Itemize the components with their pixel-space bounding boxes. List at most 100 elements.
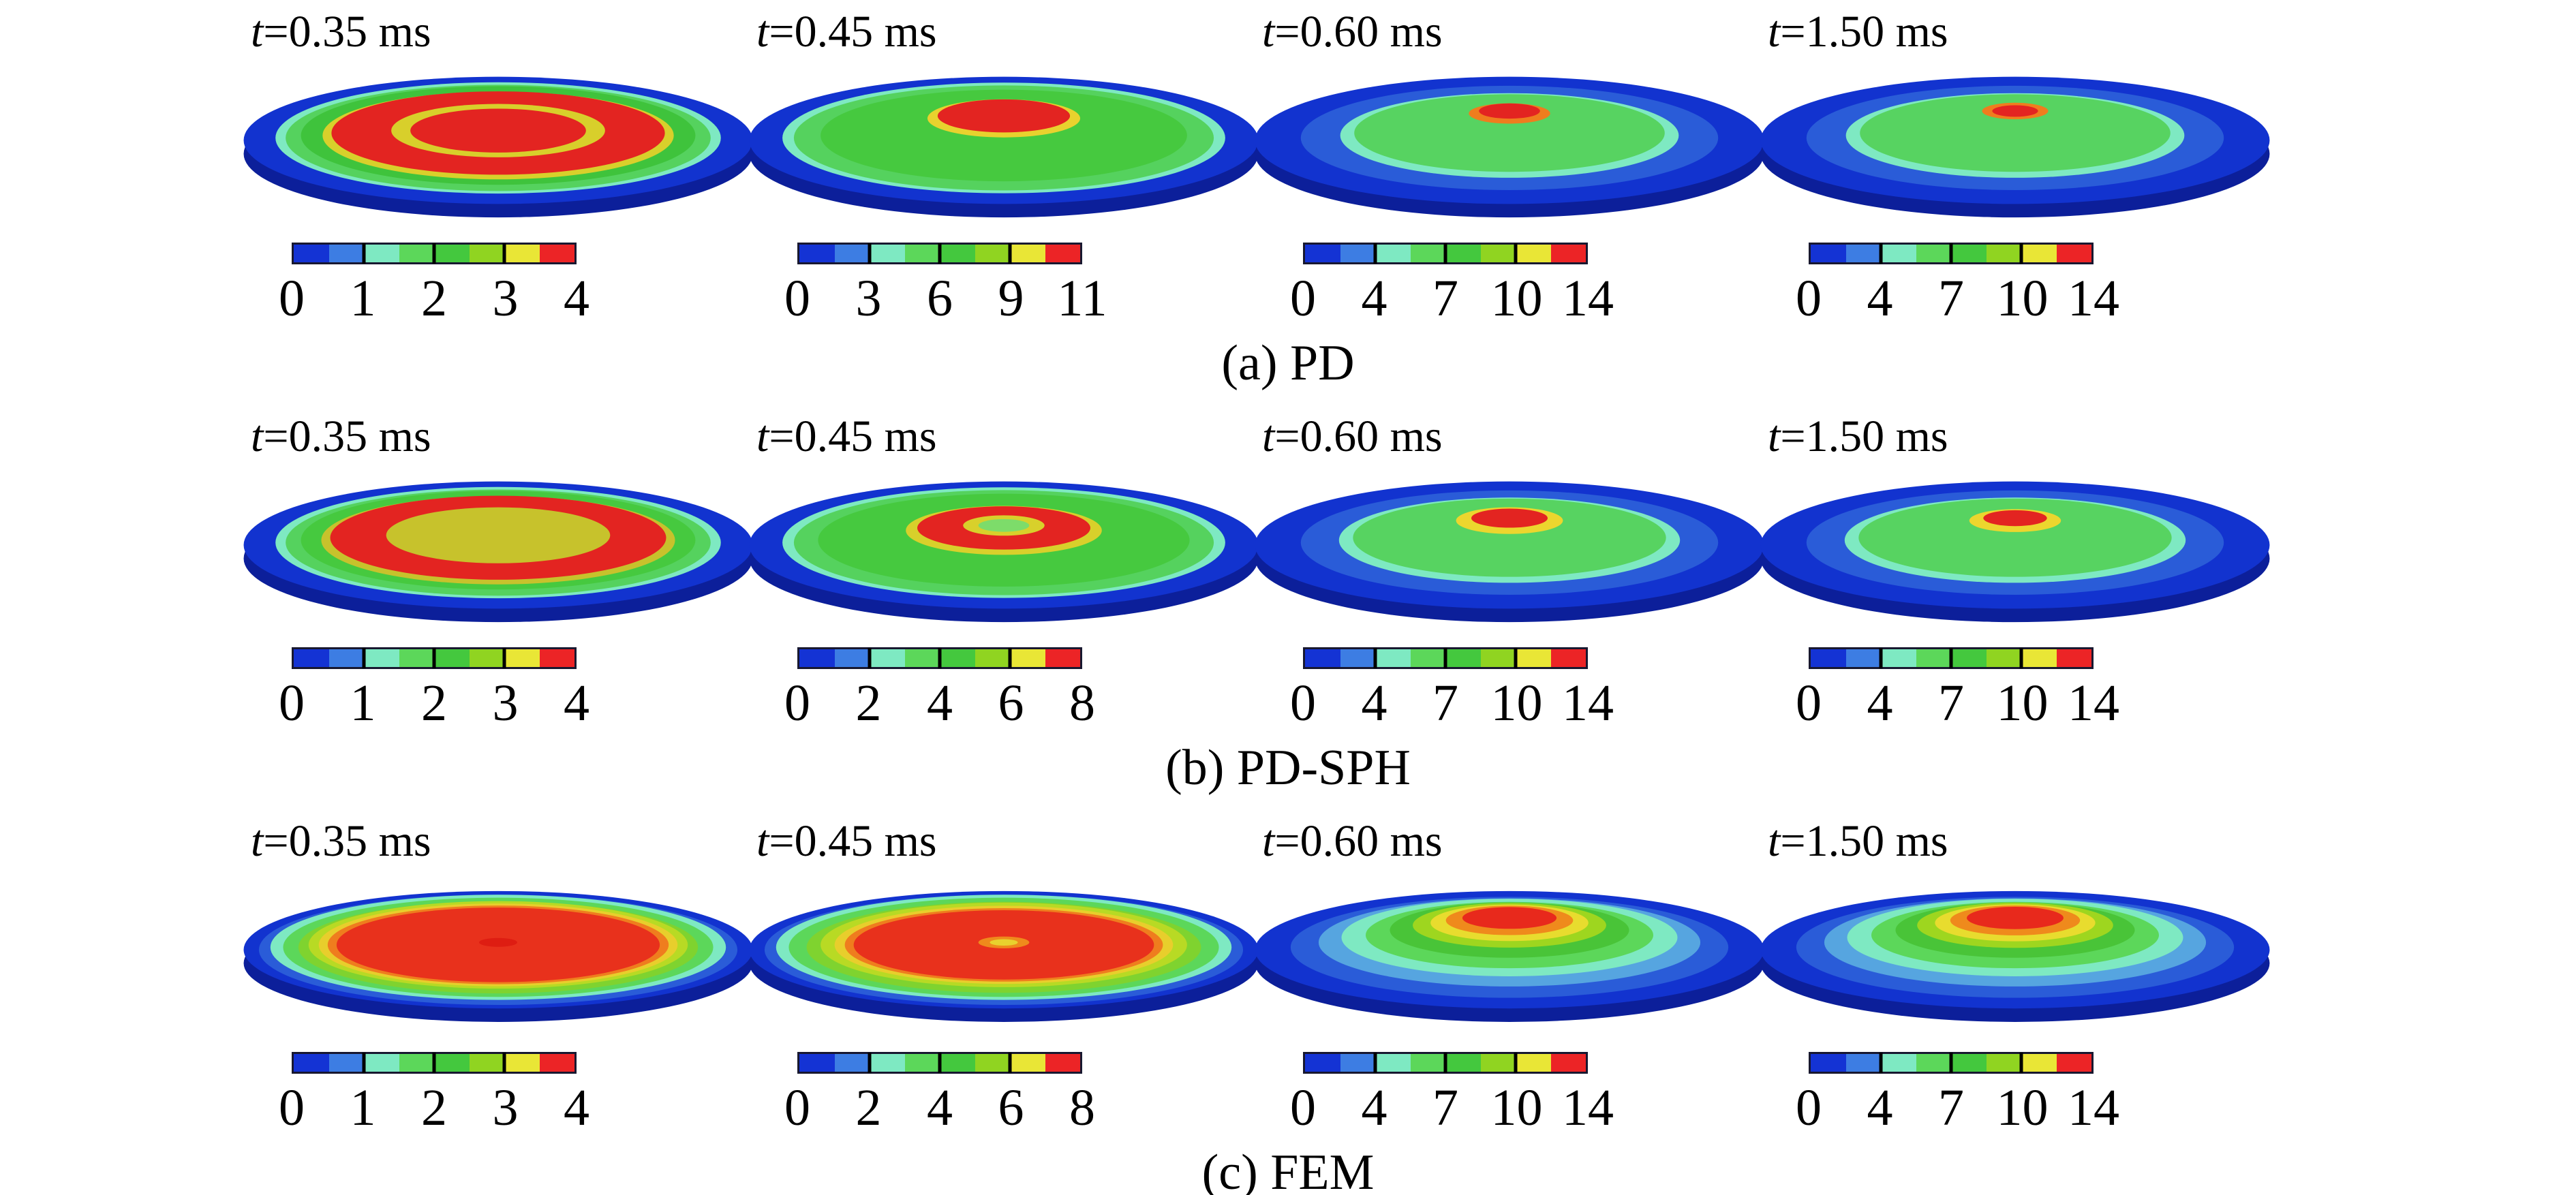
colorbar-tick bbox=[2019, 648, 2023, 668]
tick-label: 7 bbox=[1938, 1079, 1964, 1136]
tick-label: 2 bbox=[421, 674, 447, 732]
snapshot-panel: t=0.35 ms 0 1 2 3 4 bbox=[243, 0, 753, 337]
colorbar-segment bbox=[1951, 649, 1987, 667]
colorbar-tick bbox=[1879, 1053, 1883, 1073]
colorbar-wrap: 0 4 7 10 14 bbox=[1290, 243, 1614, 337]
colorbar-segment bbox=[504, 1054, 540, 1072]
colorbar-tick bbox=[1879, 243, 1883, 264]
colorbar-tick bbox=[1373, 648, 1377, 668]
colorbar-segment bbox=[904, 1054, 940, 1072]
colorbar bbox=[1809, 1052, 2094, 1074]
colorbar-tick-labels: 0 3 6 9 11 bbox=[784, 273, 1107, 337]
colorbar-segment bbox=[1550, 245, 1586, 262]
snapshot-panel: t=0.60 ms 0 4 7 10 14 bbox=[1255, 0, 1764, 337]
colorbar-segment bbox=[1516, 649, 1551, 667]
disc-contour-plot bbox=[1255, 481, 1764, 623]
colorbar bbox=[1303, 647, 1588, 669]
colorbar-tick bbox=[432, 243, 436, 264]
tick-label: 4 bbox=[927, 1079, 953, 1136]
colorbar-segment bbox=[539, 1054, 574, 1072]
tick-label: 1 bbox=[350, 1079, 376, 1136]
colorbar-segment bbox=[940, 1054, 975, 1072]
colorbar-segment bbox=[1410, 649, 1445, 667]
tick-label: 6 bbox=[998, 1079, 1024, 1136]
tick-label: 0 bbox=[784, 674, 810, 732]
disc-contour-plot bbox=[749, 481, 1259, 623]
tick-label: 4 bbox=[1867, 674, 1893, 732]
colorbar-segment bbox=[1916, 649, 1951, 667]
contour-band bbox=[937, 99, 1071, 133]
tick-label: 2 bbox=[855, 674, 882, 732]
tick-label: 14 bbox=[1562, 674, 1614, 732]
colorbar-segment bbox=[834, 245, 870, 262]
colorbar-segment bbox=[1480, 649, 1516, 667]
tick-label: 10 bbox=[1996, 674, 2049, 732]
snapshot-panel: t=0.45 ms 0 2 4 6 8 bbox=[749, 809, 1259, 1146]
colorbar-segment bbox=[1986, 1054, 2021, 1072]
snapshot-panel: t=0.60 ms 0 4 7 10 14 bbox=[1255, 809, 1764, 1146]
colorbar-segment bbox=[434, 1054, 470, 1072]
colorbar-tick-labels: 0 4 7 10 14 bbox=[1290, 674, 1614, 741]
tick-label: 1 bbox=[350, 270, 376, 327]
colorbar-segment bbox=[2056, 1054, 2091, 1072]
colorbar bbox=[1809, 647, 2094, 669]
colorbar-wrap: 0 4 7 10 14 bbox=[1796, 1052, 2119, 1146]
colorbar-segment bbox=[2021, 245, 2057, 262]
colorbar-tick bbox=[868, 243, 872, 264]
tick-label: 4 bbox=[564, 270, 589, 327]
tick-label: 7 bbox=[1432, 1079, 1458, 1136]
colorbar-tick-labels: 0 4 7 10 14 bbox=[1796, 674, 2119, 741]
colorbar-segment bbox=[799, 245, 835, 262]
colorbar-segment bbox=[328, 649, 364, 667]
colorbar-segment bbox=[504, 649, 540, 667]
method-row-a: t=0.35 ms 0 1 2 3 4 t=0.45 ms 0 3 6 9 11 t=0.60 ms 0 4… bbox=[243, 0, 2576, 398]
row-caption: (c) FEM bbox=[1201, 1145, 1375, 1195]
colorbar-tick bbox=[1514, 1053, 1518, 1073]
panel-title: t=1.50 ms bbox=[1768, 816, 1948, 866]
colorbar-tick bbox=[1443, 648, 1447, 668]
tick-label: 0 bbox=[279, 270, 305, 327]
colorbar-segment bbox=[1881, 649, 1916, 667]
colorbar-segment bbox=[1010, 649, 1045, 667]
colorbar-tick bbox=[502, 243, 506, 264]
colorbar bbox=[1303, 243, 1588, 264]
colorbar-segment bbox=[434, 245, 470, 262]
colorbar-segment bbox=[940, 649, 975, 667]
contour-band bbox=[990, 939, 1018, 946]
colorbar-tick bbox=[1949, 243, 1953, 264]
tick-label: 8 bbox=[1069, 1079, 1095, 1136]
colorbar-segment bbox=[1340, 649, 1375, 667]
contour-band bbox=[1353, 498, 1666, 577]
tick-label: 7 bbox=[1432, 270, 1458, 327]
method-row-b: t=0.35 ms 0 1 2 3 4 t=0.45 ms 0 2 4 6 8 t=0.60 ms 0 4 7… bbox=[243, 405, 2576, 803]
colorbar-segment bbox=[469, 245, 504, 262]
contour-band bbox=[1354, 94, 1665, 172]
colorbar-segment bbox=[364, 1054, 399, 1072]
panel-title: t=0.45 ms bbox=[756, 412, 937, 461]
tick-label: 4 bbox=[1361, 1079, 1387, 1136]
tick-label: 10 bbox=[1490, 270, 1543, 327]
colorbar-segment bbox=[399, 649, 434, 667]
contour-band bbox=[978, 518, 1030, 532]
colorbar-segment bbox=[434, 649, 470, 667]
snapshot-panel: t=0.35 ms 0 1 2 3 4 bbox=[243, 809, 753, 1146]
tick-label: 4 bbox=[1361, 674, 1387, 732]
snapshot-panel: t=0.60 ms 0 4 7 10 14 bbox=[1255, 405, 1764, 741]
colorbar-tick bbox=[362, 1053, 366, 1073]
snapshot-panel: t=0.45 ms 0 2 4 6 8 bbox=[749, 405, 1259, 741]
colorbar-segment bbox=[399, 245, 434, 262]
colorbar-tick bbox=[362, 243, 366, 264]
tick-label: 7 bbox=[1938, 270, 1964, 327]
colorbar-tick-labels: 0 4 7 10 14 bbox=[1796, 270, 2119, 337]
tick-label: 0 bbox=[1290, 674, 1316, 732]
colorbar-segment bbox=[1445, 1054, 1481, 1072]
tick-label: 4 bbox=[564, 1079, 589, 1136]
contour-band bbox=[386, 507, 611, 563]
colorbar-segment bbox=[975, 245, 1010, 262]
tick-label: 2 bbox=[855, 1079, 882, 1136]
